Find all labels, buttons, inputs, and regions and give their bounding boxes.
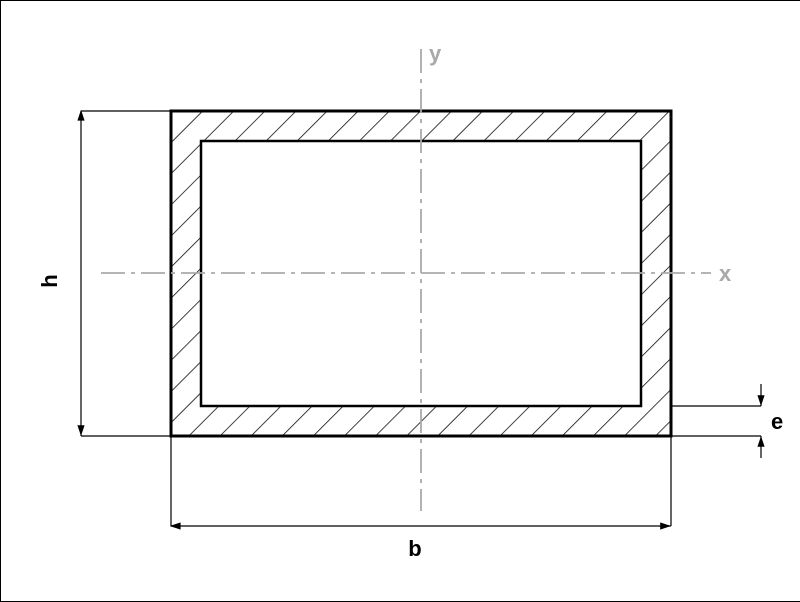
axis-x-label: x	[719, 261, 732, 286]
dim-e: e	[671, 384, 783, 458]
dim-b-label: b	[408, 536, 421, 561]
axis-y-label: y	[429, 41, 442, 66]
cross-section-diagram: x y h b e	[1, 1, 800, 601]
dim-e-label: e	[771, 409, 783, 434]
dim-h-label: h	[37, 274, 62, 287]
diagram-container: x y h b e	[0, 0, 800, 602]
